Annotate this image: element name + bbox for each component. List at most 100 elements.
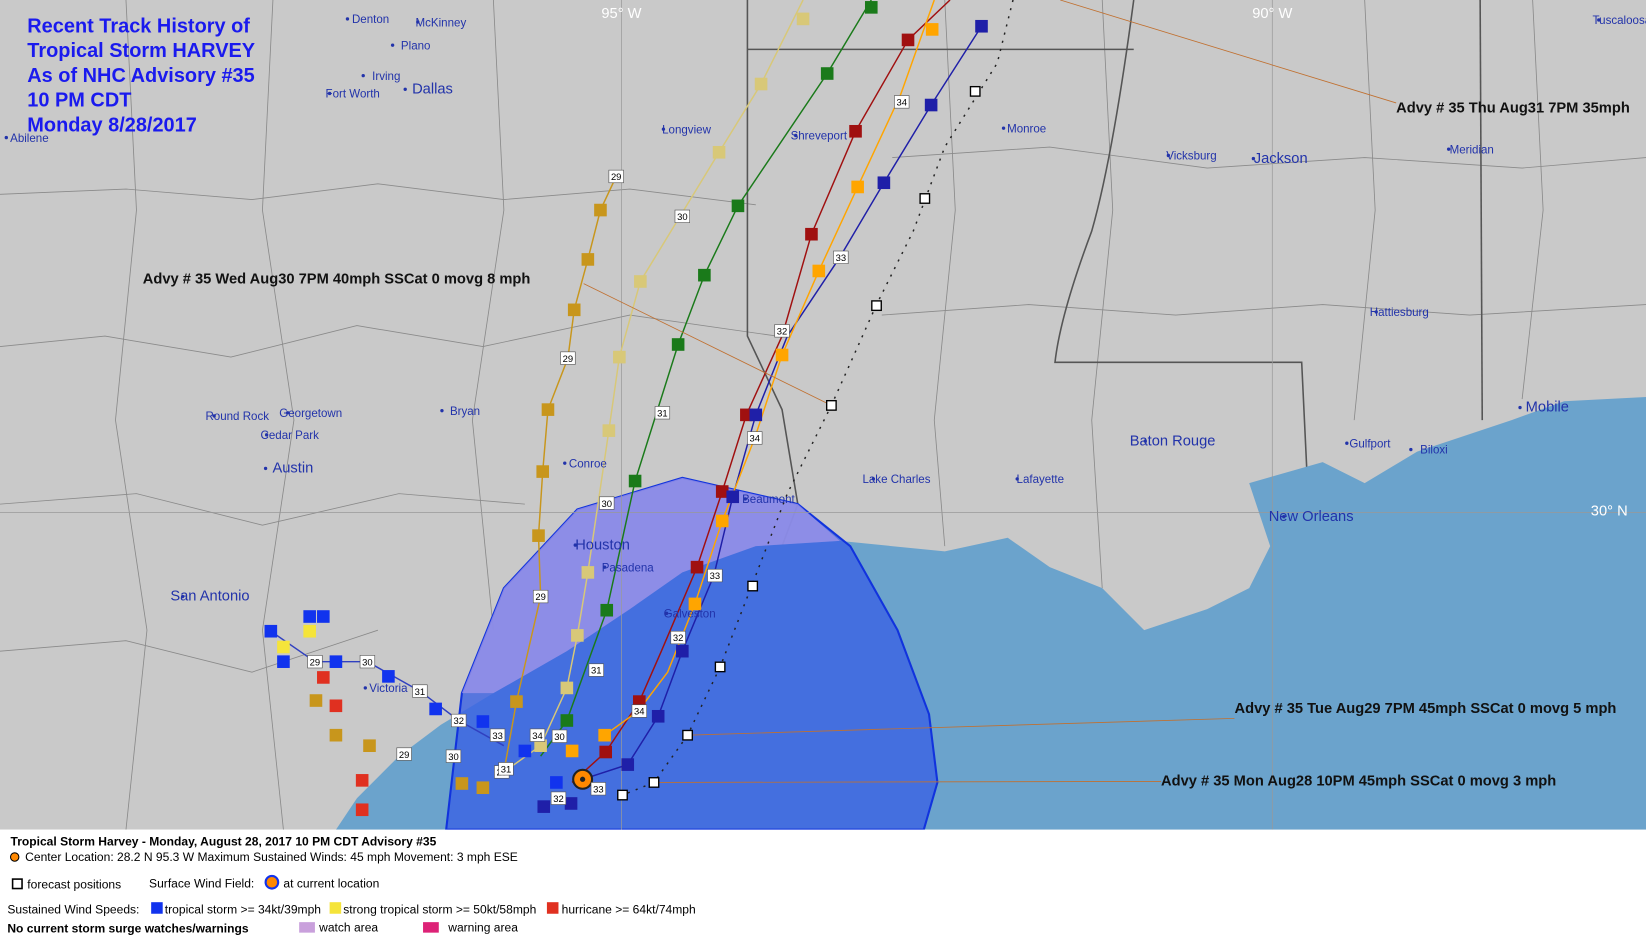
track-marker <box>355 803 369 817</box>
city-dot <box>1374 310 1378 314</box>
track-marker <box>749 408 763 422</box>
track-label-box <box>550 791 567 805</box>
track-label-box <box>707 568 723 583</box>
city-label: Galveston <box>664 609 716 621</box>
city-label: Victoria <box>369 683 408 695</box>
city-label: New Orleans <box>1269 509 1354 525</box>
graticule <box>0 0 1646 830</box>
track-marker <box>565 744 579 758</box>
track-label: 30 <box>362 657 372 668</box>
warning-swatch <box>423 922 439 933</box>
city-label: Beaumont <box>742 494 795 506</box>
track-marker <box>651 709 665 723</box>
legend-warning: warning area <box>447 921 518 935</box>
track-marker <box>560 681 574 695</box>
track-marker <box>581 566 595 579</box>
forecast-marker <box>714 661 726 673</box>
city-dot <box>180 594 185 599</box>
track-label: 33 <box>492 731 502 742</box>
track-label: 32 <box>673 633 683 644</box>
track-label: 33 <box>836 253 846 264</box>
city-label: Dallas <box>412 81 453 97</box>
city-label: Monroe <box>1007 123 1046 135</box>
city-dot <box>361 73 365 78</box>
track-label-box <box>412 684 428 698</box>
track-label: 30 <box>677 212 687 223</box>
track-marker <box>731 199 745 213</box>
track-label-box <box>560 351 576 365</box>
city-dot <box>212 414 216 418</box>
track-label-box <box>551 729 568 743</box>
city-dot <box>263 466 268 471</box>
city-label: Tuscaloosa <box>1593 15 1646 27</box>
city-dot <box>602 565 607 569</box>
city-dot <box>743 497 747 501</box>
city-dot <box>285 411 290 415</box>
forecast-marker <box>648 777 660 788</box>
track-marker <box>564 797 578 810</box>
city-label: Hattiesburg <box>1370 307 1429 319</box>
track-marker <box>329 728 343 742</box>
track-marker <box>688 597 702 611</box>
city-label: Houston <box>575 537 630 553</box>
track-marker <box>613 350 626 364</box>
watch-swatch <box>299 922 315 933</box>
title-line: As of NHC Advisory #35 <box>27 65 254 87</box>
track-label: 34 <box>750 434 760 445</box>
track-label-box <box>599 496 615 510</box>
track-marker <box>805 227 818 241</box>
city-dot <box>1143 439 1147 443</box>
track-label: 34 <box>532 731 542 742</box>
city-dot <box>573 543 577 547</box>
track-label: 32 <box>777 327 787 338</box>
track-marker <box>594 203 607 217</box>
track-marker <box>812 264 826 278</box>
track-label: 32 <box>553 794 563 805</box>
track-label: 31 <box>501 764 511 775</box>
city-dot <box>440 408 444 413</box>
legend-watch: watch area <box>318 921 378 935</box>
title-line: Monday 8/28/2017 <box>27 114 197 136</box>
track-marker <box>676 644 689 658</box>
track-marker <box>796 12 810 26</box>
map-area: 2929292929293030303030313131313232323233… <box>0 0 1646 830</box>
city-label: Baton Rouge <box>1130 433 1216 449</box>
track-marker <box>518 744 532 758</box>
track-marker <box>975 19 988 33</box>
track-label-box <box>529 728 546 742</box>
track-marker <box>820 67 834 80</box>
city-label: McKinney <box>416 17 467 29</box>
track-label: 29 <box>399 750 409 761</box>
track-marker <box>541 403 555 416</box>
city-dot <box>1597 18 1601 22</box>
track-marker <box>690 560 704 574</box>
track-label: 29 <box>611 172 621 183</box>
legend: Tropical Storm Harvey - Monday, August 2… <box>7 834 695 935</box>
city-label: Georgetown <box>279 408 342 420</box>
hu-swatch <box>546 902 559 914</box>
track-marker <box>264 624 278 638</box>
forecast-marker <box>825 399 837 411</box>
track-marker <box>698 268 711 282</box>
grid-label: 90° W <box>1252 6 1292 22</box>
track-marker <box>429 702 442 716</box>
legend-heading: Tropical Storm Harvey - Monday, August 2… <box>10 834 436 848</box>
legend-wind-field: Surface Wind Field: <box>149 876 254 890</box>
track-marker <box>476 715 490 728</box>
track-label-box <box>359 655 376 669</box>
track-marker <box>598 728 611 742</box>
track-label-box <box>654 406 671 420</box>
leader-lines <box>583 0 1397 783</box>
track-marker <box>602 424 616 437</box>
track-marker <box>303 624 316 638</box>
forecast-marker <box>747 580 759 592</box>
wind-field-swatch <box>264 874 280 890</box>
legend-current: at current location <box>283 876 379 890</box>
city-dot <box>661 127 666 131</box>
track-label: 29 <box>563 354 573 365</box>
grid-label: 30° N <box>1591 504 1628 520</box>
track-marker <box>329 655 343 668</box>
track-label-box <box>532 589 549 604</box>
track-label-box <box>774 324 790 338</box>
